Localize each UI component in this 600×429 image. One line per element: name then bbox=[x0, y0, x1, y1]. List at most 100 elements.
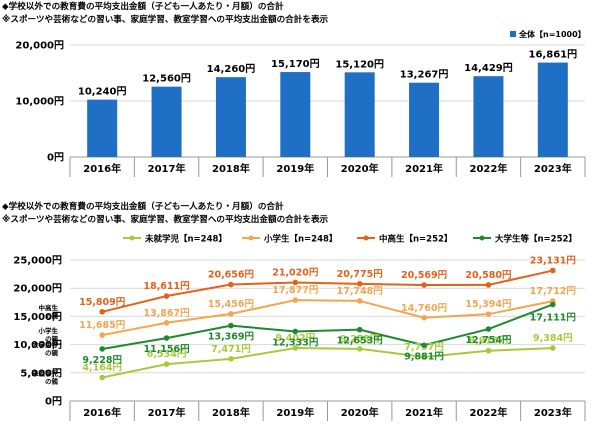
bar-chart-title: ◆学校以外での教育費の平均支出金額（子ども一人あたり・月額）の合計 bbox=[2, 2, 284, 12]
series-point bbox=[292, 279, 299, 286]
series-value-label: 17,877円 bbox=[272, 285, 318, 296]
series-line-中高生【n=252】 bbox=[101, 269, 554, 313]
series-tag-line: 未就学児 bbox=[32, 369, 59, 378]
bar-value-label: 13,267円 bbox=[400, 69, 449, 81]
series-point bbox=[356, 281, 363, 287]
line-x-tick-label: 2021年 bbox=[405, 406, 443, 419]
series-point bbox=[356, 326, 363, 333]
series-value-label: 9,384円 bbox=[533, 333, 573, 344]
line-y-tick-label: 0円 bbox=[45, 396, 62, 408]
line-legend-label: 小学生【n=248】 bbox=[263, 234, 337, 245]
bar-legend: 全体【n=1000】 bbox=[510, 29, 586, 39]
bar-2017年 bbox=[151, 86, 182, 157]
series-value-label: 14,760円 bbox=[401, 303, 447, 314]
series-line-大学生等【n=252】 bbox=[102, 303, 554, 350]
bar-y-tick-label: 20,000円 bbox=[15, 40, 64, 52]
series-tag-line: の親 bbox=[45, 334, 59, 343]
line-legend: 未就学児【n=248】 小学生【n=248】 中高生【n=252】 大学生等【n=25… bbox=[123, 234, 577, 245]
bar-2022年 bbox=[473, 76, 504, 157]
series-point bbox=[356, 298, 363, 304]
line-legend-marker bbox=[479, 235, 485, 241]
series-line-小学生【n=248】 bbox=[101, 299, 554, 337]
bar-x-tick-label: 2022年 bbox=[470, 162, 508, 175]
line-y-tick-label: 10,000円 bbox=[13, 339, 62, 351]
line-legend-label: 大学生等【n=252】 bbox=[495, 234, 577, 245]
series-line-未就学児【n=248】 bbox=[101, 346, 553, 379]
bar-2021年 bbox=[409, 82, 440, 157]
bar-value-label: 10,240円 bbox=[78, 86, 127, 98]
line-x-tick-label: 2023年 bbox=[534, 406, 572, 419]
bar-chart-subtitle: ※スポーツや芸術などの習い事、家庭学習、教室学習への平均支出金額の合計を表示 bbox=[2, 15, 329, 25]
series-value-label: 11,156円 bbox=[143, 344, 189, 355]
series-point bbox=[421, 354, 427, 360]
series-point bbox=[292, 297, 299, 303]
bar-2020年 bbox=[344, 72, 375, 157]
series-tag: 未就学児の親 bbox=[32, 369, 59, 386]
series-value-label: 20,775円 bbox=[337, 269, 383, 280]
series-point bbox=[99, 309, 105, 315]
bar-value-label: 15,120円 bbox=[335, 58, 384, 70]
bar-value-label: 12,560円 bbox=[142, 73, 191, 85]
bar-chart: 全体【n=1000】 0円 10,000円 20,000円 10,240円 2016年 12… bbox=[15, 29, 586, 177]
series-value-label: 4,164円 bbox=[82, 363, 122, 374]
series-tag: 大学生等の親 bbox=[32, 340, 59, 357]
series-value-label: 13,867円 bbox=[143, 308, 189, 319]
line-x-tick-label: 2020年 bbox=[341, 406, 379, 419]
series-point bbox=[99, 346, 105, 352]
series-tag-line: 中高生 bbox=[39, 303, 59, 312]
series-point bbox=[228, 322, 234, 329]
series-value-label: 15,809円 bbox=[79, 297, 125, 308]
series-point bbox=[99, 374, 105, 381]
series-point bbox=[163, 335, 170, 341]
series-tag-line: の親 bbox=[45, 377, 59, 386]
series-value-label: 9,228円 bbox=[82, 355, 122, 366]
series-point bbox=[550, 301, 556, 308]
line-x-tick-label: 2016年 bbox=[83, 406, 121, 419]
bar-x-tick-label: 2023年 bbox=[534, 162, 572, 175]
series-value-label: 9,881円 bbox=[404, 351, 444, 362]
series-value-label: 11,685円 bbox=[79, 320, 125, 331]
series-point bbox=[550, 267, 556, 274]
series-value-label: 20,580円 bbox=[465, 270, 511, 281]
bar-2018年 bbox=[215, 77, 246, 157]
series-point bbox=[550, 345, 556, 351]
bar-value-label: 14,429円 bbox=[464, 62, 513, 74]
series-point bbox=[228, 281, 234, 288]
bar-x-tick-label: 2019年 bbox=[276, 162, 314, 175]
series-value-label: 12,653円 bbox=[337, 336, 383, 347]
bar-2019年 bbox=[280, 72, 311, 157]
line-x-tick-label: 2018年 bbox=[212, 406, 250, 419]
series-point bbox=[99, 332, 105, 338]
series-point bbox=[485, 347, 492, 354]
series-value-label: 20,656円 bbox=[208, 270, 254, 281]
line-legend-label: 中高生【n=252】 bbox=[379, 234, 452, 245]
series-tag: 小学生の親 bbox=[38, 326, 59, 343]
line-y-tick-label: 20,000円 bbox=[13, 283, 62, 295]
line-chart-title: ◆学校以外での教育費の平均支出金額（子ども一人あたり・月額）の合計 bbox=[2, 202, 284, 212]
bar-y-tick-label: 10,000円 bbox=[15, 96, 64, 108]
series-value-label: 21,020円 bbox=[272, 267, 318, 278]
series-value-label: 17,712円 bbox=[530, 286, 576, 297]
bar-value-label: 15,170円 bbox=[271, 58, 320, 70]
series-point bbox=[163, 361, 170, 367]
bar-value-label: 14,260円 bbox=[207, 63, 256, 75]
series-value-label: 18,611円 bbox=[143, 281, 189, 292]
series-value-label: 9,253円 bbox=[340, 334, 380, 345]
line-legend-label: 未就学児【n=248】 bbox=[144, 234, 227, 245]
series-value-label: 9,402円 bbox=[276, 333, 316, 344]
series-value-label: 6,534円 bbox=[147, 349, 187, 360]
series-value-label: 15,456円 bbox=[208, 299, 254, 310]
series-point bbox=[421, 282, 427, 288]
bar-x-tick-label: 2018年 bbox=[212, 162, 250, 175]
series-tag-line: の親 bbox=[45, 348, 59, 357]
series-point bbox=[485, 282, 492, 288]
line-y-tick-label: 25,000円 bbox=[13, 255, 62, 267]
series-point bbox=[485, 326, 492, 332]
bar-2023年 bbox=[537, 62, 568, 157]
series-value-label: 17,111円 bbox=[530, 312, 576, 323]
bar-x-tick-label: 2021年 bbox=[405, 162, 443, 175]
series-value-label: 17,748円 bbox=[337, 286, 383, 297]
series-point bbox=[356, 346, 363, 352]
bar-y-tick-label: 0円 bbox=[47, 152, 64, 164]
series-point bbox=[421, 342, 427, 349]
